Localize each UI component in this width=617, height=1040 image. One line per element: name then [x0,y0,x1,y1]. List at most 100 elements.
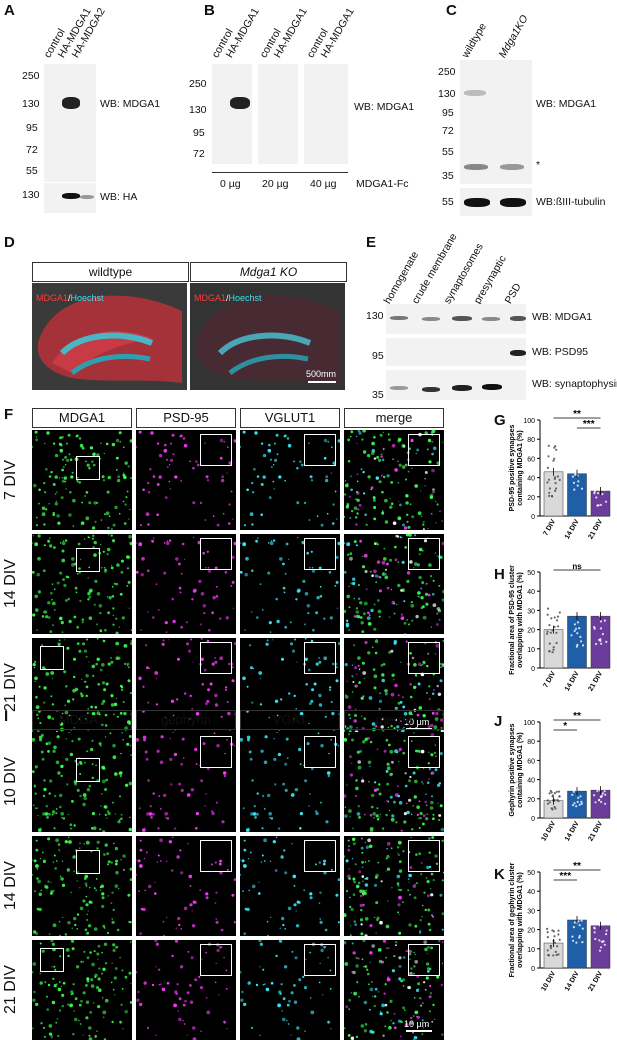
y-tick-label: 60 [527,456,535,463]
data-point [593,794,595,796]
y-tick-label: 0 [531,816,535,823]
zoom-inset [200,434,232,466]
data-point [576,644,578,646]
bar [568,791,587,818]
y-tick-label: 60 [527,758,535,765]
marker-label: 250 [438,66,456,78]
micrograph [136,534,236,634]
data-point [576,460,578,462]
data-point [577,782,579,784]
significance-label: ns [572,562,582,571]
x-tick-label: 21 DIV [587,970,604,992]
marker-label: 35 [442,170,454,182]
data-point [581,903,583,905]
data-point [553,935,555,937]
scale-bar-label: 500mm [306,369,336,379]
zoom-inset [200,840,232,872]
data-point [598,799,600,801]
channel-label: MDGA1 [32,408,132,428]
wb-label: WB:ßIII-tubulin [536,196,605,208]
lane-label: wildtype [460,21,489,60]
data-point [574,921,576,923]
data-point [551,495,553,497]
x-tick-label: 7 DIV [542,518,557,537]
data-point [554,616,556,618]
data-point [600,643,602,645]
data-point [548,624,550,626]
marker-label: 35 [372,389,384,401]
data-point [573,482,575,484]
marker-label: 55 [26,165,38,177]
data-point [552,794,554,796]
micrograph [136,732,236,832]
micrograph [344,430,444,530]
zoom-inset [40,646,64,670]
scale-bar [406,1030,432,1032]
y-tick-label: 40 [527,889,535,896]
channel-label: PSD-95 [136,408,236,428]
bar [568,616,587,668]
zoom-inset [408,642,440,674]
data-point [582,453,584,455]
data-point [577,480,579,482]
channel-label: merge [344,408,444,428]
data-point [573,895,575,897]
data-point [580,640,582,642]
data-point [574,623,576,625]
data-point [552,460,554,462]
x-tick-label: 21 DIV [587,518,604,540]
data-point [573,789,575,791]
data-point [548,495,550,497]
data-point [548,445,550,447]
data-point [576,906,578,908]
data-point [582,928,584,930]
data-point [577,797,579,799]
x-tick-label: 14 DIV [564,820,581,842]
data-point [556,791,558,793]
data-point [603,489,605,491]
data-point [606,787,608,789]
data-point [573,612,575,614]
data-point [557,953,559,955]
zoom-inset [76,548,100,572]
western-blot-a2 [44,183,96,213]
data-point [571,893,573,895]
data-point [598,775,600,777]
data-point [582,471,584,473]
data-point [601,795,603,797]
data-point [606,610,608,612]
x-tick-label: 10 DIV [540,970,557,992]
data-point [547,614,549,616]
marker-label: 130 [438,88,456,100]
marker-label: 250 [22,70,40,82]
data-point [596,790,598,792]
row-label: 7 DIV [2,430,30,530]
data-point [575,914,577,916]
data-point [603,483,605,485]
data-point [555,632,557,634]
y-tick-label: 100 [523,720,535,727]
channel-label: merge [344,710,444,730]
data-point [572,804,574,806]
data-point [573,802,575,804]
channel-label: gephyrin [136,710,236,730]
data-point [554,445,556,447]
data-point [603,476,605,478]
data-point [596,611,598,613]
data-point [602,917,604,919]
zoom-inset [76,850,100,874]
data-point [552,649,554,651]
data-point [553,458,555,460]
data-point [580,801,582,803]
data-point [577,801,579,803]
x-tick-label: 10 DIV [540,820,557,842]
y-axis-label: PSD-95 positive synapsescontaining MDGA1… [509,425,524,512]
data-point [581,803,583,805]
y-tick-label: 10 [527,647,535,654]
data-point [582,456,584,458]
x-tick-label: 21 DIV [587,820,604,842]
data-point [605,641,607,643]
y-tick-label: 40 [527,778,535,785]
data-point [550,945,552,947]
data-point [574,630,576,632]
